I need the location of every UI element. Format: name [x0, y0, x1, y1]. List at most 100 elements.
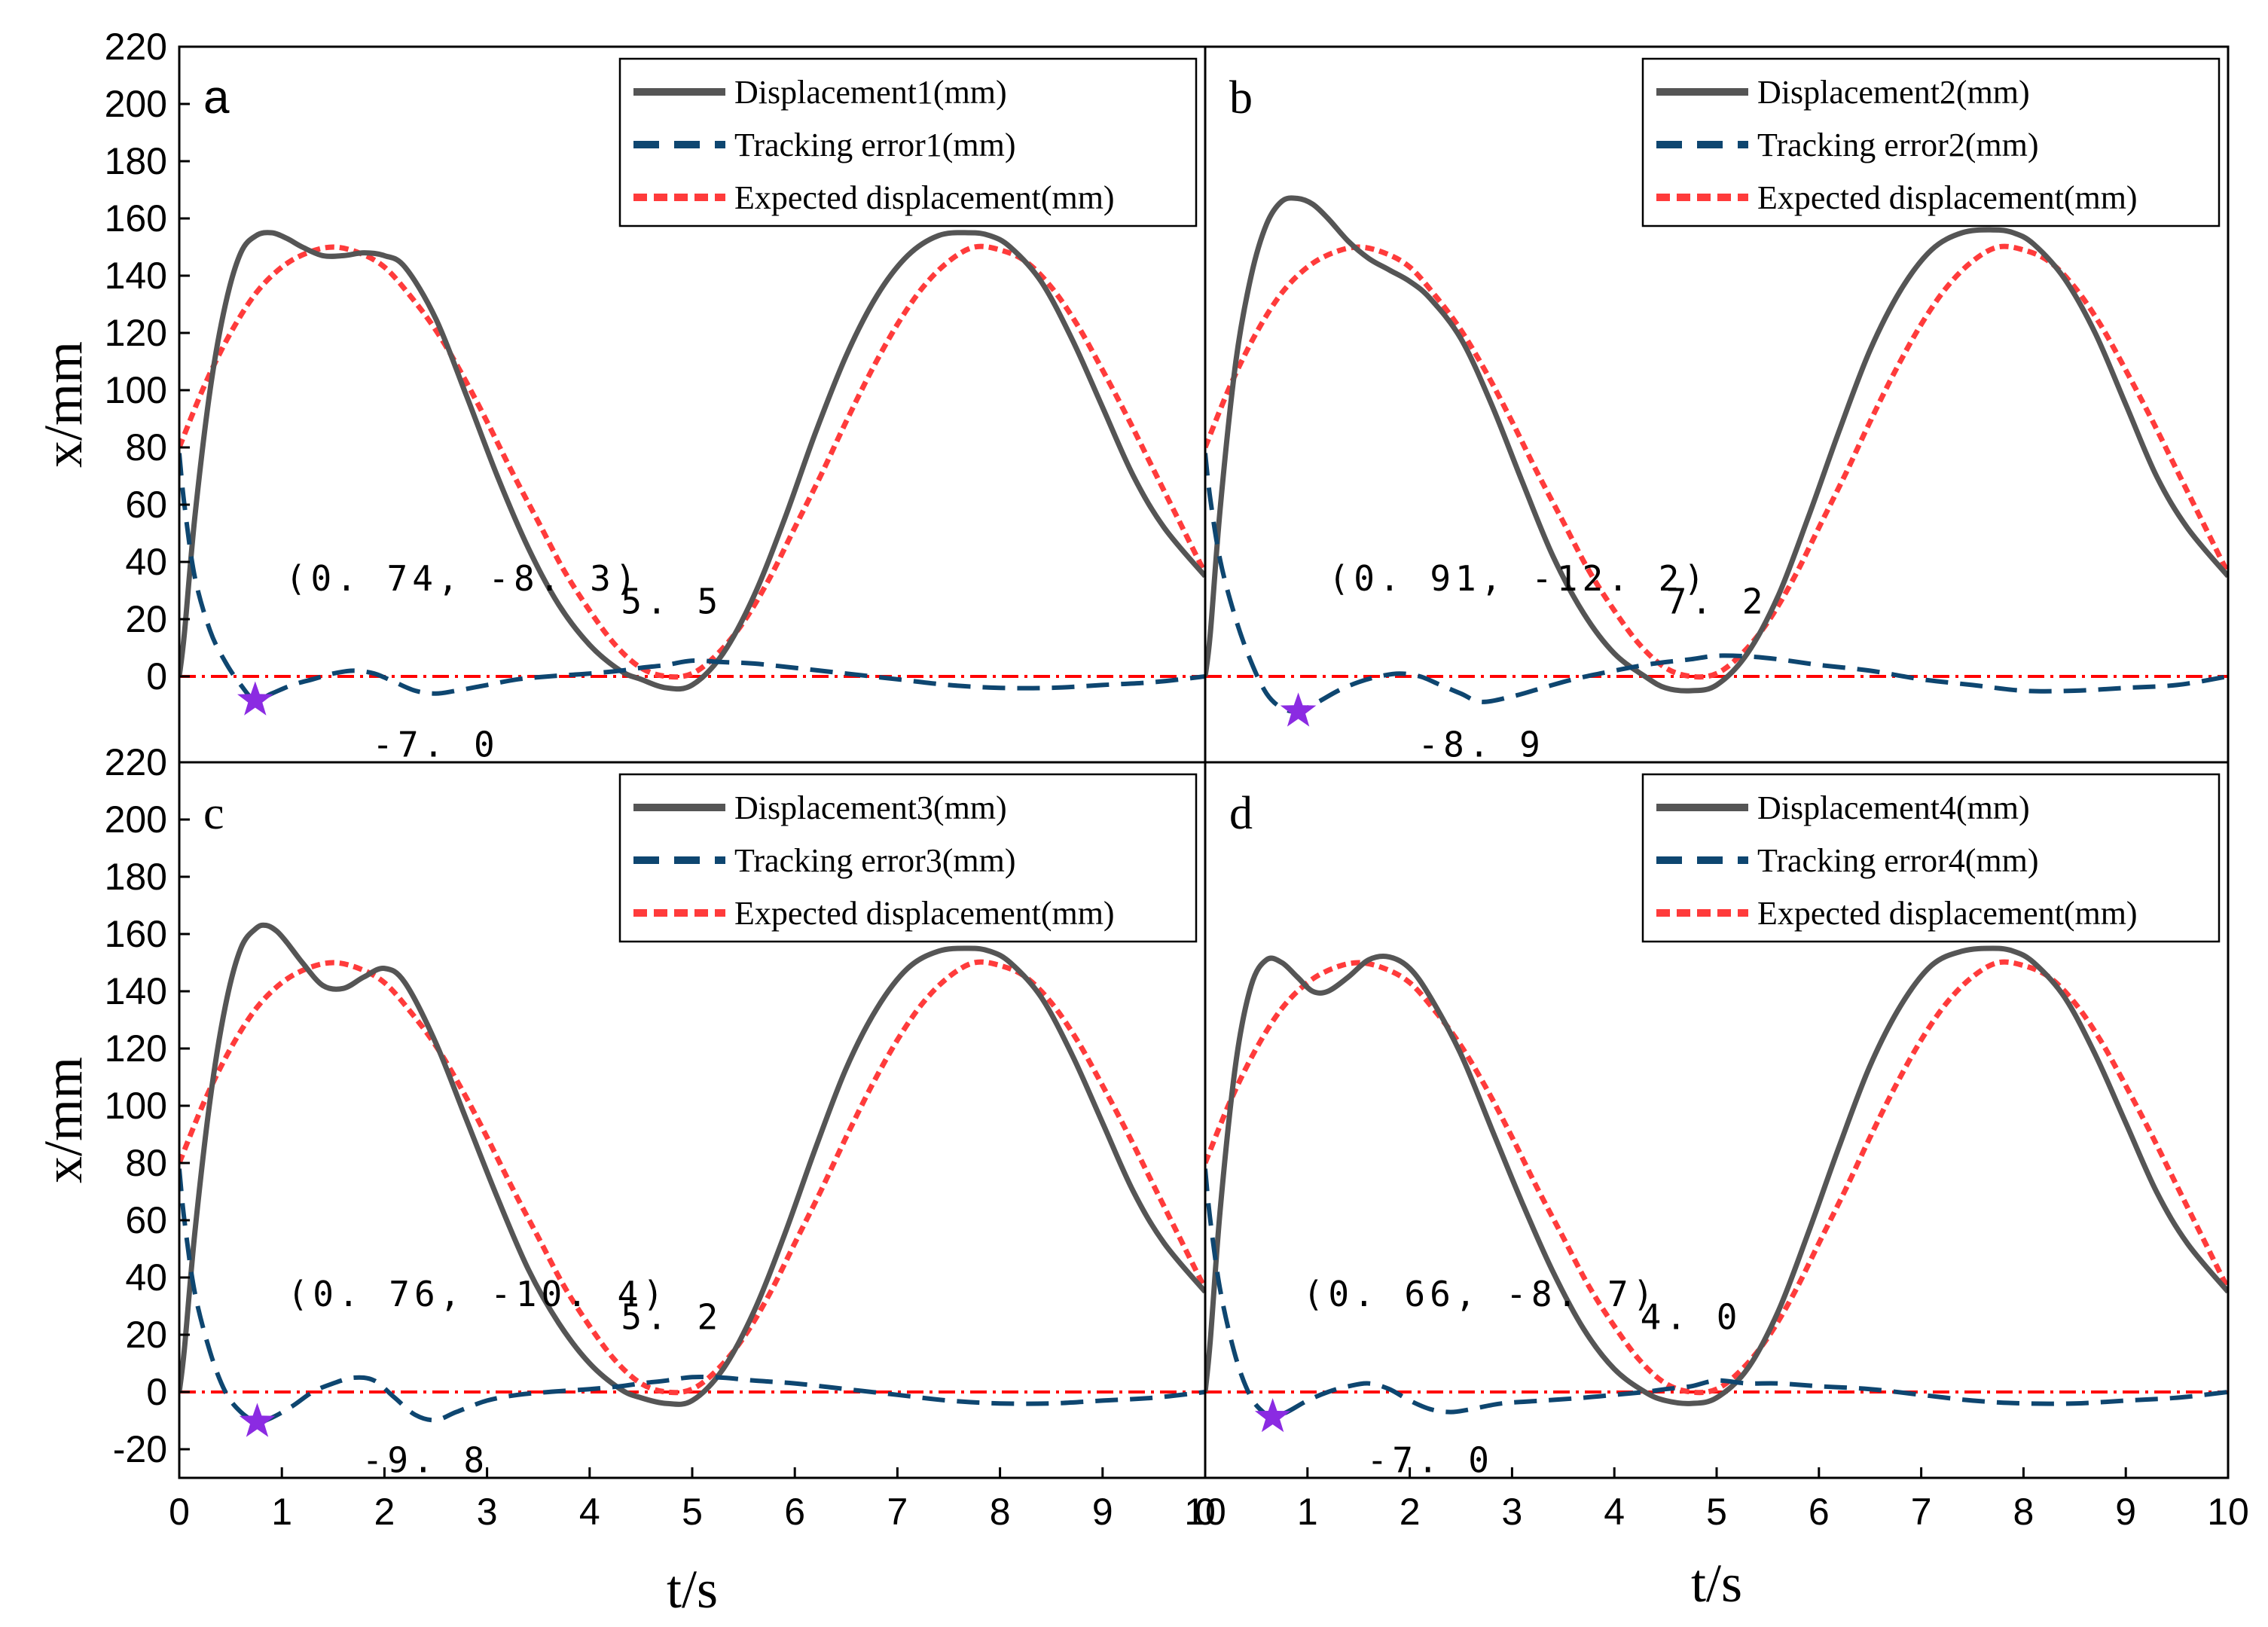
y-tick-label: 160 — [105, 197, 167, 240]
y-tick-label: 20 — [125, 1314, 167, 1356]
annotation-local-min: -7. 0 — [372, 724, 499, 765]
x-tick-label: 9 — [2115, 1491, 2136, 1533]
y-tick-label: 140 — [105, 255, 167, 297]
legend-label-error: Tracking error3(mm) — [734, 842, 1016, 879]
legend-label-error: Tracking error4(mm) — [1757, 842, 2039, 879]
panel-label: d — [1229, 788, 1253, 839]
x-tick-label: 4 — [579, 1491, 600, 1533]
x-tick-label: 8 — [2013, 1491, 2034, 1533]
y-tick-label: 0 — [146, 1371, 167, 1413]
y-tick-label: 180 — [105, 140, 167, 182]
panel-a: (0. 74, -8. 3) -7. 0 5. 5 0 20 40 60 80 100 120 14… — [105, 26, 1207, 765]
panel-d: (0. 66, -8. 7) -7. 0 4. 0 0 1 2 3 4 5 6 7 8 9 10 d Disp… — [1195, 761, 2249, 1533]
y-tick-label: 100 — [105, 369, 167, 411]
y-tick-label: 40 — [125, 1256, 167, 1299]
y-tick-label: 220 — [105, 26, 167, 68]
y-tick-label: 80 — [125, 426, 167, 469]
annotation-min-error: (0. 91, -12. 2) — [1329, 558, 1709, 599]
x-tick-label: 6 — [784, 1491, 805, 1533]
legend: Displacement1(mm) Tracking error1(mm) Expe… — [618, 57, 1198, 227]
y-tick-label: 20 — [125, 598, 167, 640]
annotation-local-min: -9. 8 — [362, 1439, 489, 1480]
x-tick-label: 7 — [1911, 1491, 1932, 1533]
x-tick-label: 4 — [1604, 1491, 1625, 1533]
y-axis-title: x/mm — [33, 1057, 93, 1183]
annotation-local-max: 5. 2 — [621, 1296, 722, 1337]
min-error-star-marker — [239, 1403, 276, 1437]
y-tick-label: 140 — [105, 970, 167, 1012]
legend-label-expected: Expected displacement(mm) — [734, 179, 1115, 216]
series-expected-line — [179, 959, 1205, 1396]
annotation-local-min: -7. 0 — [1367, 1439, 1494, 1480]
annotation-min-error: (0. 74, -8. 3) — [285, 558, 641, 599]
legend: Displacement2(mm) Tracking error2(mm) Expe… — [1641, 57, 2221, 227]
series-displacement-line — [1205, 945, 2228, 1406]
x-tick-label: 9 — [1092, 1491, 1113, 1533]
x-tick-label: 8 — [990, 1491, 1011, 1533]
min-error-star-marker — [237, 681, 273, 716]
panel-label: a — [203, 72, 230, 124]
x-tick-label: 2 — [374, 1491, 395, 1533]
y-tick-label: 60 — [125, 484, 167, 526]
series-displacement-line — [1205, 195, 2228, 694]
x-axis-title: t/s — [667, 1559, 718, 1619]
y-tick-label: 220 — [105, 741, 167, 783]
annotation-local-max: 4. 0 — [1641, 1296, 1742, 1337]
panel-label: c — [203, 788, 224, 839]
legend-label-expected: Expected displacement(mm) — [1757, 179, 2138, 216]
y-tick-label: 120 — [105, 312, 167, 354]
y-tick-label: 200 — [105, 83, 167, 125]
legend-label-displacement: Displacement1(mm) — [734, 74, 1007, 111]
x-tick-label: 5 — [1706, 1491, 1727, 1533]
y-tick-label: 80 — [125, 1142, 167, 1184]
annotation-local-min: -8. 9 — [1418, 724, 1544, 765]
x-tick-label: 1 — [1297, 1491, 1318, 1533]
annotation-local-max: 5. 5 — [621, 581, 722, 621]
x-tick-label: 0 — [1195, 1491, 1216, 1533]
series-error-line — [1205, 453, 2228, 714]
series-displacement-line — [179, 230, 1205, 692]
y-tick-label: 120 — [105, 1027, 167, 1070]
x-tick-label: 6 — [1809, 1491, 1830, 1533]
y-tick-label: 100 — [105, 1085, 167, 1127]
series-expected-line — [179, 243, 1205, 680]
y-axis-title: x/mm — [33, 341, 93, 468]
legend: Displacement3(mm) Tracking error3(mm) Expe… — [618, 773, 1198, 943]
x-tick-label: 2 — [1400, 1491, 1421, 1533]
legend-label-displacement: Displacement2(mm) — [1757, 74, 2030, 111]
y-tick-label: -20 — [113, 1428, 167, 1470]
x-tick-label: 10 — [1184, 1491, 1226, 1533]
series-displacement-line — [179, 922, 1205, 1407]
x-tick-label: 0 — [169, 1491, 190, 1533]
y-tick-label: 0 — [146, 655, 167, 698]
x-tick-label: 3 — [477, 1491, 498, 1533]
y-tick-label: 160 — [105, 913, 167, 955]
annotation-min-error: (0. 76, -10. 4) — [288, 1274, 668, 1314]
legend-label-error: Tracking error2(mm) — [1757, 127, 2039, 163]
legend-label-expected: Expected displacement(mm) — [1757, 895, 2138, 932]
min-error-star-marker — [1280, 692, 1317, 727]
legend-label-displacement: Displacement3(mm) — [734, 789, 1007, 826]
legend: Displacement4(mm) Tracking error4(mm) Expe… — [1641, 773, 2221, 943]
x-tick-label: 3 — [1501, 1491, 1522, 1533]
x-tick-label: 10 — [2207, 1491, 2249, 1533]
min-error-star-marker — [1254, 1398, 1291, 1433]
y-tick-label: 40 — [125, 541, 167, 583]
x-tick-label: 5 — [682, 1491, 703, 1533]
x-tick-label: 1 — [271, 1491, 292, 1533]
panel-b: (0. 91, -12. 2) -8. 9 7. 2 b Displacement2(m… — [1204, 45, 2230, 765]
x-tick-label: 7 — [887, 1491, 908, 1533]
y-tick-label: 200 — [105, 798, 167, 841]
annotation-local-max: 7. 2 — [1666, 581, 1768, 621]
legend-label-expected: Expected displacement(mm) — [734, 895, 1115, 932]
series-error-line — [179, 1168, 1205, 1424]
legend-label-error: Tracking error1(mm) — [734, 127, 1016, 163]
x-axis-title: t/s — [1691, 1553, 1742, 1613]
panel-c: (0. 76, -10. 4)-9. 85. 2-200204060801001… — [105, 741, 1226, 1533]
y-tick-label: 60 — [125, 1199, 167, 1241]
legend-label-displacement: Displacement4(mm) — [1757, 789, 2030, 826]
y-tick-label: 180 — [105, 856, 167, 898]
panel-label: b — [1229, 72, 1253, 124]
annotation-min-error: (0. 66, -8. 7) — [1303, 1274, 1659, 1314]
